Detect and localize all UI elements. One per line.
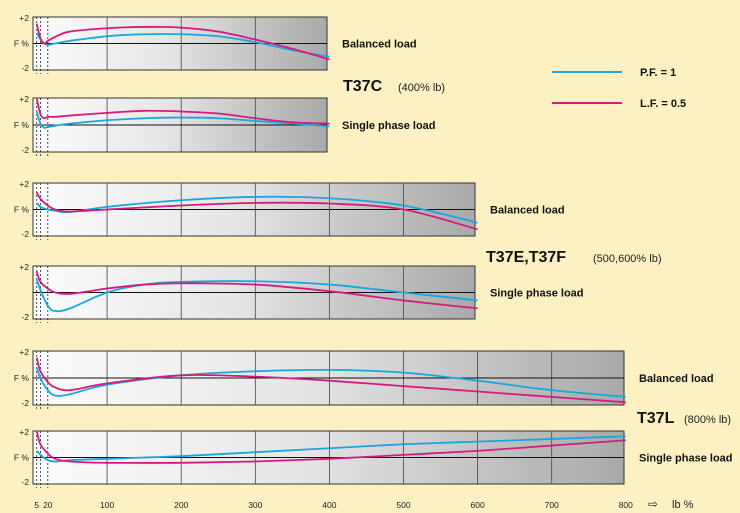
legend-label-lf05: L.F. = 0.5 xyxy=(640,98,686,110)
chart-t37c-balanced: +2 F % -2 Balanced load xyxy=(14,13,417,74)
y-tick-label: -2 xyxy=(21,312,29,322)
series-line xyxy=(35,271,478,310)
y-tick-label: +2 xyxy=(19,179,29,189)
y-axis-label: F % xyxy=(14,373,30,383)
x-axis-unit: lb % xyxy=(672,499,694,511)
series-line xyxy=(35,191,478,231)
y-axis-label: F % xyxy=(14,39,30,49)
chart-title: Single phase load xyxy=(490,288,584,300)
y-axis-label: F % xyxy=(14,453,30,463)
chart-t37l-balanced: +2 F % -2 Balanced load xyxy=(14,347,714,409)
series-line xyxy=(35,357,626,404)
group-sub-t37c: (400% lb) xyxy=(398,82,445,94)
group-title-t37ef: T37E,T37F xyxy=(486,249,566,266)
chart-t37ef-balanced: +2 F % -2 Balanced load xyxy=(14,179,565,240)
y-tick-label: -2 xyxy=(21,477,29,487)
series-line xyxy=(35,430,626,464)
chart-title: Balanced load xyxy=(342,39,417,51)
x-tick-label: 600 xyxy=(471,500,485,510)
y-tick-label: -2 xyxy=(21,398,29,408)
y-axis-label: F % xyxy=(14,205,30,215)
x-tick-label: 700 xyxy=(545,500,559,510)
y-tick-label: +2 xyxy=(19,13,29,23)
chart-t37ef-single: +2 -2 Single phase load xyxy=(19,262,584,323)
chart-title: Single phase load xyxy=(342,120,436,132)
chart-title: Balanced load xyxy=(639,373,714,385)
y-tick-label: -2 xyxy=(21,145,29,155)
chart-panels: +2 F % -2 Balanced load +2 F % -2 Single phase … xyxy=(14,13,733,488)
x-tick-label: 200 xyxy=(174,500,188,510)
legend: P.F. = 1 L.F. = 0.5 xyxy=(552,67,686,110)
x-tick-label: 800 xyxy=(619,500,633,510)
y-tick-label: -2 xyxy=(21,229,29,239)
x-axis: 5 20 100 200 300 400 500 600 700 800 xyxy=(34,500,633,510)
chart-t37l-single: +2 F % -2 Single phase load xyxy=(14,427,733,488)
x-tick-label: 500 xyxy=(396,500,410,510)
chart-title: Balanced load xyxy=(490,205,565,217)
series-line xyxy=(35,97,330,125)
chart-t37c-single: +2 F % -2 Single phase load xyxy=(14,94,436,156)
x-tick-label: 100 xyxy=(100,500,114,510)
group-title-t37c: T37C xyxy=(343,78,383,95)
x-tick-label: 400 xyxy=(322,500,336,510)
x-tick-label: 20 xyxy=(43,500,53,510)
y-tick-label: +2 xyxy=(19,427,29,437)
group-sub-t37ef: (500,600% lb) xyxy=(593,253,662,265)
legend-label-pf1: P.F. = 1 xyxy=(640,67,676,79)
y-tick-label: +2 xyxy=(19,347,29,357)
x-tick-label: 300 xyxy=(248,500,262,510)
x-axis-arrow: ⇨ xyxy=(648,497,658,511)
group-title-t37l: T37L xyxy=(637,410,675,427)
series-line xyxy=(36,195,478,224)
series-line xyxy=(35,111,330,129)
x-tick-label: 5 xyxy=(34,500,39,510)
y-tick-label: -2 xyxy=(21,63,29,73)
y-tick-label: +2 xyxy=(19,94,29,104)
chart-title: Single phase load xyxy=(639,453,733,465)
series-line xyxy=(35,23,330,61)
series-line xyxy=(36,435,626,463)
group-sub-t37l: (800% lb) xyxy=(684,414,731,426)
y-axis-label: F % xyxy=(14,120,30,130)
y-tick-label: +2 xyxy=(19,262,29,272)
